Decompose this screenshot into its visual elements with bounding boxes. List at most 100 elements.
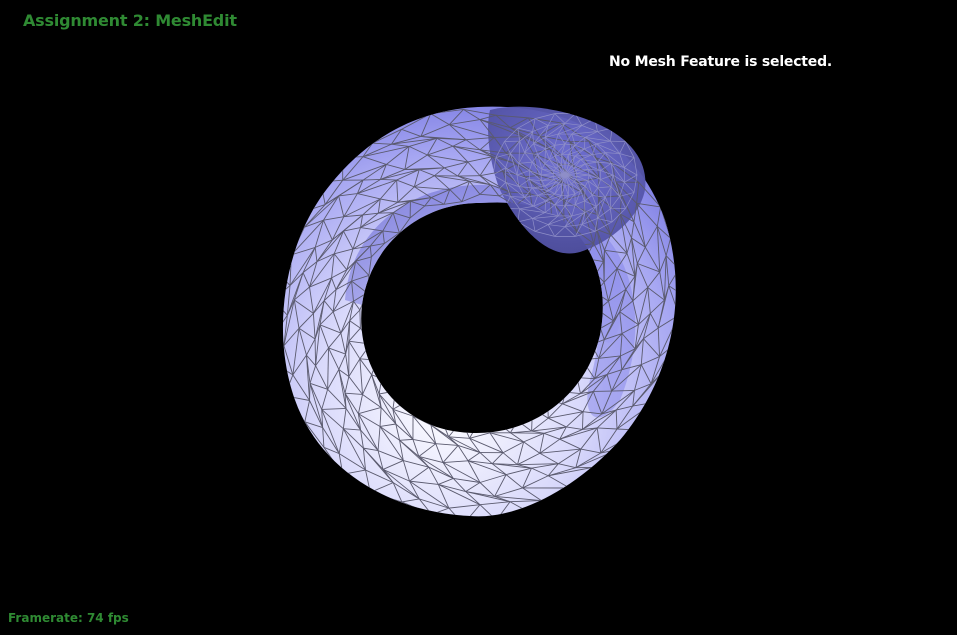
mesh-edge <box>615 410 618 430</box>
cap-edge <box>575 168 589 172</box>
cap-edge <box>587 174 590 181</box>
cap-edge <box>534 224 549 232</box>
mesh-edge <box>414 175 435 188</box>
mesh-edge <box>324 179 344 205</box>
cap-edge <box>574 190 582 205</box>
mesh-edge <box>312 313 316 339</box>
mesh-edge <box>598 339 605 359</box>
cap-edge <box>561 174 566 186</box>
mesh-edge <box>333 230 344 254</box>
mesh-edge <box>489 184 500 197</box>
mesh-edge <box>331 277 337 290</box>
mesh-edge <box>559 438 582 450</box>
mesh-edge <box>610 213 621 235</box>
cap-edge <box>519 141 525 153</box>
mesh-edge <box>409 205 426 219</box>
cap-edge <box>533 195 539 207</box>
mesh-edge <box>637 287 649 325</box>
cap-edge <box>505 167 518 176</box>
mesh-edge <box>291 219 324 256</box>
mesh-edge <box>606 374 613 392</box>
mesh-edge <box>442 462 481 483</box>
mesh-edge <box>298 313 314 329</box>
cap-edge <box>605 197 611 209</box>
cap-edge <box>518 161 533 164</box>
cap-edge <box>587 180 593 196</box>
mesh-edge <box>649 313 659 329</box>
cap-edge <box>537 195 546 202</box>
cap-edge <box>541 178 555 182</box>
mesh-edge <box>427 145 454 156</box>
mesh-edge <box>352 227 361 250</box>
mesh-edge <box>531 467 549 477</box>
cap-edge <box>611 208 626 223</box>
mesh-edge <box>538 135 551 150</box>
cap-edge <box>552 176 555 180</box>
mesh-edge <box>344 392 359 414</box>
mesh-edge <box>494 495 542 501</box>
mesh-edge <box>620 348 636 357</box>
cap-edge <box>516 163 520 176</box>
mesh-edge <box>377 198 381 214</box>
mesh-edge <box>679 269 690 300</box>
cap-edge <box>517 208 521 222</box>
mesh-edge <box>522 467 532 489</box>
mesh-edge <box>404 154 428 170</box>
mesh-edge <box>558 463 576 469</box>
mesh-edge <box>613 289 627 322</box>
mesh-edge <box>409 466 430 482</box>
mesh-edge <box>548 411 584 419</box>
mesh-edge <box>653 402 661 425</box>
mesh-edge <box>479 418 499 424</box>
mesh-edge <box>273 267 274 300</box>
mesh-edge <box>509 191 531 195</box>
cap-edge <box>557 133 566 145</box>
cap-edge <box>505 182 511 197</box>
mesh-edge <box>372 128 402 144</box>
mesh-edge <box>304 219 324 228</box>
mesh-edge <box>582 413 603 430</box>
mesh-edge <box>357 179 397 194</box>
cap-edge <box>540 174 543 181</box>
mesh-edge <box>467 460 493 465</box>
mesh-edge <box>611 389 635 392</box>
mesh-edge <box>625 276 636 290</box>
mesh-edge <box>562 403 584 413</box>
cap-edge <box>564 174 575 183</box>
mesh-edge <box>644 246 661 273</box>
mesh-edge <box>492 463 532 469</box>
mesh-edge <box>362 374 373 395</box>
mesh-edge <box>396 180 399 203</box>
mesh-edge <box>401 498 420 503</box>
mesh-edge <box>665 255 670 286</box>
cap-edge <box>554 155 562 166</box>
mesh-edge <box>634 364 642 391</box>
cap-edge <box>541 168 555 172</box>
mesh-edge <box>516 163 526 178</box>
mesh-edge <box>465 491 511 503</box>
mesh-edge <box>661 362 676 374</box>
mesh-edge <box>531 426 567 432</box>
mesh-edge <box>323 300 334 312</box>
mesh-edge <box>412 397 427 411</box>
mesh-edge <box>590 470 615 495</box>
mesh-edge <box>576 230 594 245</box>
mesh-edge <box>340 332 347 355</box>
mesh-edge <box>414 186 432 198</box>
mesh-edge <box>360 430 364 449</box>
mesh-edge <box>315 239 333 248</box>
mesh-edge <box>344 392 363 395</box>
cap-edge <box>554 113 566 124</box>
cap-edge <box>554 204 559 217</box>
mesh-edge <box>495 114 529 119</box>
mesh-edge <box>328 347 346 355</box>
mesh-edge <box>314 220 324 248</box>
mesh-edge <box>306 354 316 366</box>
cap-edge <box>564 113 576 124</box>
mesh-edge <box>344 376 350 394</box>
mesh-edge <box>444 167 459 177</box>
mesh-edge <box>379 179 397 200</box>
cap-edge <box>597 161 612 164</box>
